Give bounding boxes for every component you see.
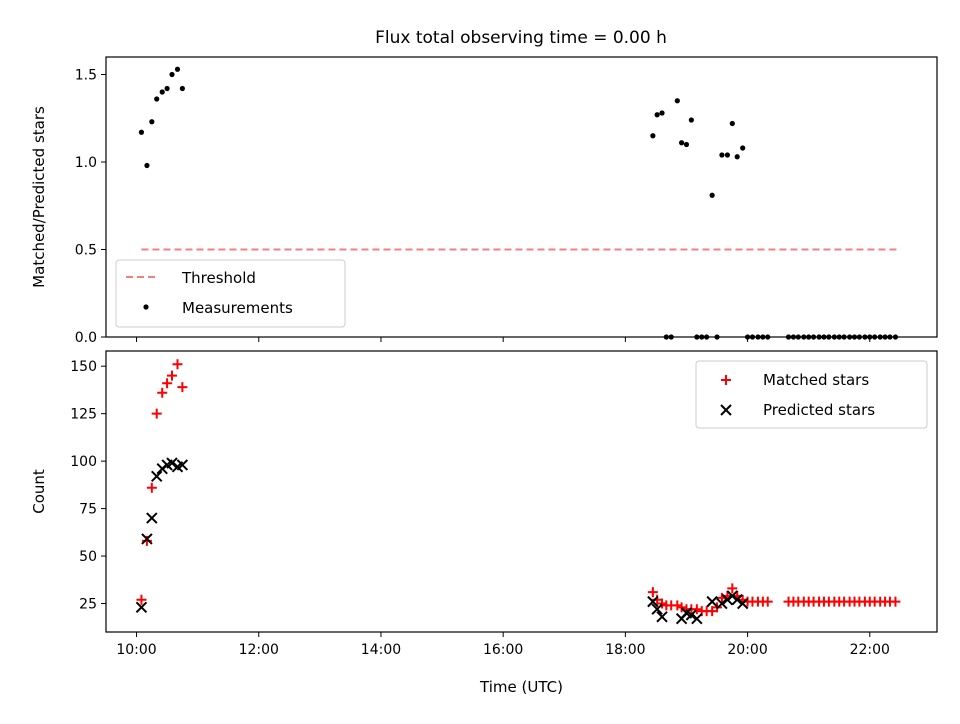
matched-point	[676, 602, 687, 613]
x-tick-label: 16:00	[483, 642, 523, 658]
x-tick-label: 22:00	[850, 642, 890, 658]
measurement-point	[654, 112, 660, 118]
legend-box	[115, 259, 346, 328]
measurement-point	[683, 141, 690, 148]
measurement-point	[144, 162, 150, 169]
predicted-point	[706, 595, 718, 608]
x-tick-label: 12:00	[239, 642, 279, 658]
predicted-point	[716, 597, 728, 610]
measurement-point	[678, 140, 685, 146]
legend-measurements-label: Measurements	[182, 299, 293, 317]
panel-bottom: 25 50 75 100 125 150 10:00 12:00 14:00 16:00 18:00…	[30, 350, 938, 696]
matched-point	[146, 482, 157, 493]
legend-predicted-swatch	[720, 404, 732, 416]
x-tick-label: 20:00	[727, 642, 767, 658]
measurement-point	[734, 154, 740, 160]
matched-point	[166, 370, 177, 381]
measurement-point	[169, 71, 175, 78]
matched-point	[136, 594, 147, 605]
predicted-point	[685, 609, 698, 621]
x-tick-label: 10:00	[116, 642, 156, 658]
matched-point	[727, 583, 738, 594]
matched-point	[172, 359, 183, 370]
legend-predicted-label: Predicted stars	[763, 401, 875, 419]
x-axis-label: Time (UTC)	[479, 678, 563, 696]
y-tick-label: 25	[79, 597, 97, 613]
measurement-point	[159, 89, 165, 95]
predicted-point	[166, 457, 178, 469]
axes-frame	[105, 350, 938, 633]
predicted-point	[691, 613, 703, 625]
y-tick-label: 1.0	[75, 155, 97, 171]
predicted-point	[176, 459, 189, 471]
x-tick-label: 14:00	[361, 642, 401, 658]
predicted-point	[146, 512, 158, 524]
panel-top: 0.0 0.5 1.0 1.5 Matched/Predicted stars Thres…	[30, 56, 938, 346]
measurement-point	[154, 96, 160, 102]
measurement-point	[164, 85, 170, 92]
series-measurements	[138, 66, 899, 340]
axes-frame	[105, 56, 938, 338]
predicted-point	[736, 597, 749, 610]
y-tick-label: 125	[70, 407, 97, 423]
measurement-point	[740, 145, 746, 151]
y-axis-label: Matched/Predicted stars	[30, 106, 48, 288]
y-tick-label: 75	[79, 502, 97, 518]
measurement-point	[674, 98, 680, 104]
predicted-point	[151, 470, 163, 483]
predicted-point	[731, 594, 743, 606]
chart-title: Flux total observing time = 0.00 h	[375, 28, 667, 48]
measurement-point	[719, 152, 725, 158]
legend-box	[695, 360, 928, 429]
measurement-point	[149, 119, 155, 125]
measurement-point	[724, 152, 731, 158]
legend-measurements-swatch	[143, 304, 149, 310]
y-axis-label: Count	[30, 469, 48, 514]
measurement-point	[174, 66, 181, 72]
legend-matched-label: Matched stars	[763, 371, 869, 389]
matched-point	[177, 382, 188, 393]
matched-point	[691, 604, 702, 615]
legend-threshold-label: Threshold	[181, 269, 256, 287]
measurement-point	[659, 110, 665, 116]
matched-point	[647, 587, 658, 598]
series-predicted-stars	[135, 457, 749, 625]
predicted-point	[135, 601, 148, 614]
predicted-point	[651, 603, 663, 615]
y-tick-label: 150	[70, 359, 97, 375]
x-tick-label: 18:00	[605, 642, 645, 658]
measurement-point	[688, 117, 694, 123]
measurement-point	[709, 192, 715, 198]
matched-point	[141, 535, 152, 546]
y-tick-label: 0.0	[75, 330, 97, 346]
measurement-point	[138, 129, 145, 135]
measurement-point	[650, 133, 656, 139]
predicted-point	[647, 595, 659, 608]
matched-point	[162, 378, 173, 389]
y-tick-label: 0.5	[75, 243, 97, 259]
matched-point	[890, 596, 901, 607]
measurement-point	[179, 85, 185, 92]
predicted-point	[656, 611, 668, 623]
matched-point	[157, 387, 168, 398]
y-tick-label: 100	[70, 454, 97, 470]
matched-point	[762, 596, 773, 607]
y-tick-label: 1.5	[75, 68, 97, 84]
measurement-point	[729, 120, 735, 127]
predicted-point	[141, 533, 153, 545]
legend-matched-swatch	[721, 375, 731, 385]
y-tick-label: 50	[79, 549, 97, 565]
matched-point	[151, 408, 162, 419]
